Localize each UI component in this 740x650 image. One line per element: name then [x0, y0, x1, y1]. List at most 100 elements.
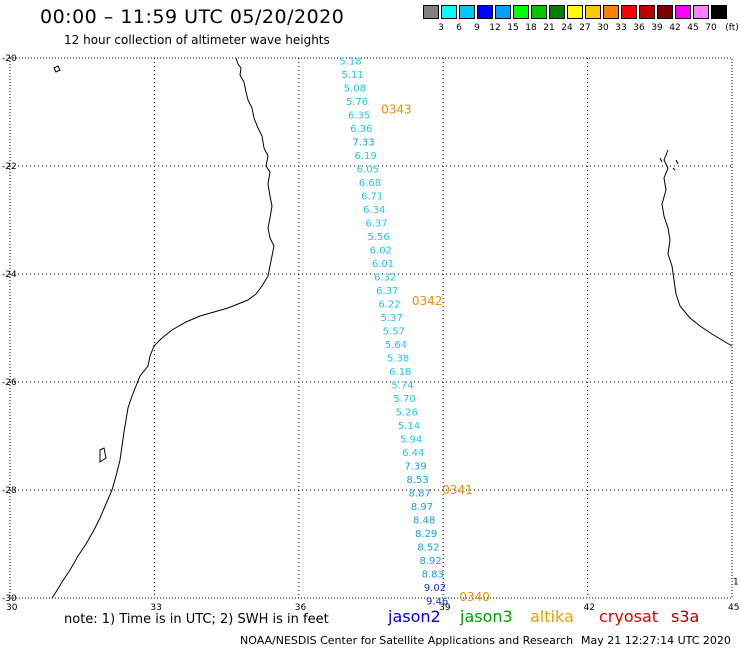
swh-value: 5.11 [342, 70, 364, 81]
swh-value: 6.36 [350, 124, 372, 135]
track-time-label: 0340 [459, 590, 490, 604]
swh-value: 8.92 [419, 556, 441, 567]
latitude-label: -30 [2, 594, 17, 604]
swh-value: 8.97 [411, 502, 433, 513]
swh-value: 6.35 [348, 111, 370, 122]
latitude-label: -20 [2, 54, 17, 64]
swh-value: 5.94 [400, 435, 422, 446]
color-label: 18 [525, 23, 537, 33]
swh-value: 6.01 [372, 259, 394, 270]
swh-value: 6.02 [370, 246, 392, 257]
edge-label: 1 [733, 578, 739, 588]
longitude-label: 45 [728, 603, 739, 613]
swh-value: 6.05 [357, 165, 379, 176]
swh-value: 5.38 [387, 354, 409, 365]
track-time-label: 0341 [442, 483, 473, 497]
swh-value: 6.22 [378, 300, 400, 311]
swh-value: 8.87 [409, 489, 431, 500]
swh-value: 5.08 [344, 84, 366, 95]
satellite-s3a: s3a [671, 607, 700, 626]
generated-timestamp: May 21 12:27:14 UTC 2020 [581, 634, 731, 647]
swh-value: 5.14 [398, 421, 420, 432]
color-label: 45 [687, 23, 699, 33]
color-swatch [621, 5, 637, 19]
color-swatch [495, 5, 511, 19]
color-label: 3 [438, 23, 444, 33]
swh-value: 8.52 [417, 543, 439, 554]
color-label: 12 [489, 23, 501, 33]
track-time-label: 0342 [412, 294, 443, 308]
swh-value: 6.68 [359, 178, 381, 189]
longitude-label: 39 [439, 603, 451, 613]
swh-value: 6.71 [361, 192, 383, 203]
color-swatch [441, 5, 457, 19]
color-label: 27 [579, 23, 591, 33]
longitude-label: 30 [6, 603, 18, 613]
madagascar-coastline [661, 149, 733, 347]
swh-value: 5.76 [346, 97, 368, 108]
swh-value: 9.46 [426, 597, 448, 608]
swh-value: 8.53 [406, 475, 428, 486]
satellite-jason2: jason2 [388, 607, 441, 626]
swh-value: 5.70 [393, 394, 415, 405]
swh-value: 6.37 [365, 219, 387, 230]
footer-note: note: 1) Time is in UTC; 2) SWH is in fe… [64, 612, 329, 627]
color-swatch [477, 5, 493, 19]
color-swatch [585, 5, 601, 19]
color-unit: (ft) [725, 23, 739, 33]
swh-value: 5.64 [385, 340, 407, 351]
latitude-label: -28 [2, 486, 17, 496]
swh-value: 6.19 [355, 151, 377, 162]
swh-value: 8.48 [413, 516, 435, 527]
color-label: 9 [474, 23, 480, 33]
swh-value: 5.57 [383, 327, 405, 338]
swh-value: 5.56 [367, 232, 389, 243]
color-label: 39 [651, 23, 663, 33]
latitude-label: -24 [2, 270, 17, 280]
credit-text: NOAA/NESDIS Center for Satellite Applica… [240, 634, 574, 647]
swh-value: 7.39 [404, 462, 426, 473]
swh-value: 7.33 [352, 138, 374, 149]
color-label: 70 [705, 23, 717, 33]
latitude-label: -22 [2, 162, 17, 172]
color-swatch [603, 5, 619, 19]
longitude-label: 33 [150, 603, 161, 613]
swh-value: 6.32 [374, 273, 396, 284]
satellite-cryosat: cryosat [599, 607, 659, 626]
color-swatch [459, 5, 475, 19]
color-swatch [711, 5, 727, 19]
color-swatch [657, 5, 673, 19]
color-swatch [423, 5, 439, 19]
swh-value: 6.34 [363, 205, 385, 216]
color-label: 24 [561, 23, 573, 33]
track-time-label: 0343 [381, 102, 412, 116]
color-swatch [549, 5, 565, 19]
color-label: 30 [597, 23, 609, 33]
swh-value: 6.37 [376, 286, 398, 297]
color-label: 33 [615, 23, 627, 33]
longitude-label: 42 [584, 603, 595, 613]
swh-value: 5.37 [380, 313, 402, 324]
swh-value: 5.26 [396, 408, 418, 419]
color-swatch [513, 5, 529, 19]
color-swatch [693, 5, 709, 19]
island-outline [99, 447, 107, 463]
color-label: 36 [633, 23, 645, 33]
color-swatch [675, 5, 691, 19]
color-label: 21 [543, 23, 555, 33]
satellite-jason3: jason3 [460, 607, 513, 626]
satellite-altika: altika [530, 607, 574, 626]
color-swatch [567, 5, 583, 19]
swh-value: 5.18 [339, 57, 361, 68]
swh-value: 6.18 [389, 367, 411, 378]
latitude-label: -26 [2, 378, 17, 388]
page-subtitle: 12 hour collection of altimeter wave hei… [64, 33, 330, 47]
swh-value: 9.02 [424, 583, 446, 594]
color-swatch [639, 5, 655, 19]
swh-value: 8.29 [415, 529, 437, 540]
longitude-label: 36 [295, 603, 307, 613]
island-outline [659, 157, 679, 171]
swh-value: 8.83 [422, 570, 444, 581]
swh-value: 6.44 [402, 448, 424, 459]
